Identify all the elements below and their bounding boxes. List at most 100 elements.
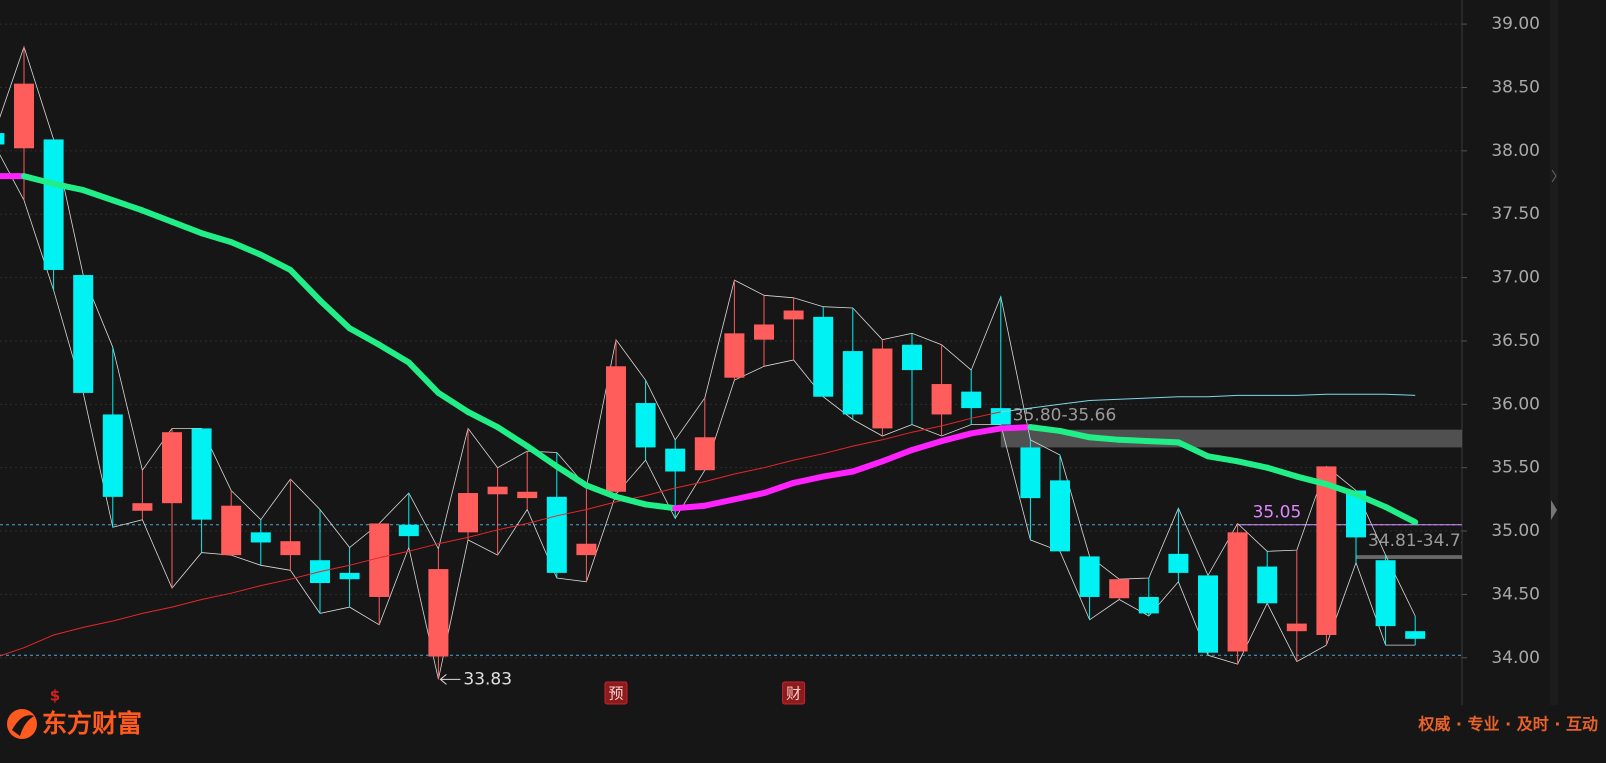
ma-segment	[909, 438, 945, 453]
ma-segment	[790, 473, 827, 486]
ma-segment	[613, 493, 649, 508]
ma-segment	[139, 207, 175, 225]
slogan: 权威 · 专业 · 及时 · 互动	[1417, 715, 1598, 734]
candle-body	[1286, 623, 1307, 632]
y-tick-label: 35.00	[1491, 521, 1540, 541]
candle-body	[754, 324, 774, 340]
y-tick-label: 34.00	[1491, 648, 1540, 668]
ma-segment	[849, 458, 886, 475]
candle-body	[73, 275, 94, 393]
candle-body	[961, 391, 982, 409]
ma-segment	[1145, 438, 1182, 446]
candle-body	[517, 491, 538, 499]
ma-segment	[80, 187, 116, 204]
ma-segment	[672, 502, 708, 512]
candle-body	[990, 408, 1011, 425]
logo-mark	[12, 715, 34, 736]
zone	[1356, 555, 1462, 559]
candle-body	[1020, 447, 1041, 499]
candle-body	[546, 496, 567, 573]
candle-body	[14, 83, 34, 149]
ma-segment	[879, 446, 915, 465]
candle-body	[1227, 532, 1248, 652]
ma-segment	[376, 341, 412, 366]
candle-body	[1257, 566, 1278, 604]
ma-segment	[1264, 464, 1300, 480]
candle-body	[872, 348, 893, 429]
y-tick-label: 37.00	[1491, 268, 1540, 288]
y-tick-label: 34.50	[1491, 584, 1540, 604]
candle-body	[221, 505, 242, 556]
event-label: 预	[608, 685, 623, 703]
candle-body	[458, 493, 478, 533]
ma-segment	[997, 424, 1034, 432]
zone-label: 34.81-34.78	[1368, 531, 1471, 551]
y-tick-label: 38.50	[1491, 77, 1540, 97]
logo: 东方财富	[7, 709, 142, 739]
candle-body	[665, 448, 686, 472]
candle-body	[250, 532, 271, 543]
candle-body	[606, 366, 626, 492]
y-tick-label: 39.00	[1491, 14, 1540, 34]
candle-body	[369, 523, 390, 597]
ma-segment	[257, 251, 294, 273]
ma-segment	[317, 297, 353, 332]
ma-segment	[553, 463, 590, 489]
scroll-arrow[interactable]	[1551, 500, 1557, 520]
candle-body	[724, 333, 745, 378]
ma-segment	[1205, 453, 1241, 465]
ma-segment	[583, 482, 619, 500]
candle-body	[694, 437, 715, 471]
scroll-arrow[interactable]	[1551, 169, 1557, 183]
ma-segment	[465, 408, 501, 431]
ma-segment	[198, 230, 235, 246]
price-line-label: 35.05	[1253, 503, 1302, 523]
ma-segment	[1323, 481, 1359, 498]
y-tick-label: 37.50	[1491, 204, 1540, 224]
ma-segment	[524, 443, 560, 470]
candle-body	[102, 414, 123, 497]
candle-body	[487, 486, 508, 495]
ma-segment	[435, 389, 471, 415]
event-badge[interactable]	[782, 681, 806, 705]
ma-segment	[228, 239, 264, 258]
ma-segment	[1086, 434, 1123, 443]
ma-segment	[50, 180, 87, 194]
candle-body	[842, 351, 863, 415]
candle-body	[1375, 560, 1396, 627]
candle-body	[931, 384, 952, 415]
ma-segment	[731, 490, 767, 503]
brand: 东方财富	[42, 709, 142, 738]
event-label: 财	[786, 685, 801, 703]
ma-segment	[1175, 439, 1211, 460]
ma-segment	[494, 424, 531, 450]
candle-body	[43, 139, 64, 270]
scrollbar[interactable]	[1550, 0, 1558, 705]
ma-segment	[1116, 436, 1152, 445]
ma-segment	[109, 197, 146, 214]
candle-body	[280, 541, 301, 556]
candle-body	[398, 524, 419, 537]
candle-body	[635, 403, 656, 448]
ma-segment	[405, 359, 442, 396]
logo-badge: $	[50, 687, 60, 705]
y-tick-label: 35.50	[1491, 458, 1540, 478]
annotation-arrow	[439, 673, 461, 685]
candle-body	[1316, 466, 1337, 635]
candle-body	[1346, 490, 1366, 538]
candle-body	[428, 569, 449, 657]
low-annotation: 33.83	[463, 669, 512, 689]
candle-body	[1168, 553, 1189, 573]
candle-body	[132, 503, 153, 511]
candle-body	[902, 344, 922, 371]
ma-segment	[287, 266, 323, 304]
ma-segment	[938, 430, 975, 445]
ma-segment	[820, 468, 856, 480]
zone	[1000, 429, 1462, 448]
candle-body	[1109, 579, 1130, 599]
candle-body	[0, 133, 5, 145]
ma-segment	[642, 501, 679, 512]
event-badge[interactable]	[604, 681, 628, 705]
